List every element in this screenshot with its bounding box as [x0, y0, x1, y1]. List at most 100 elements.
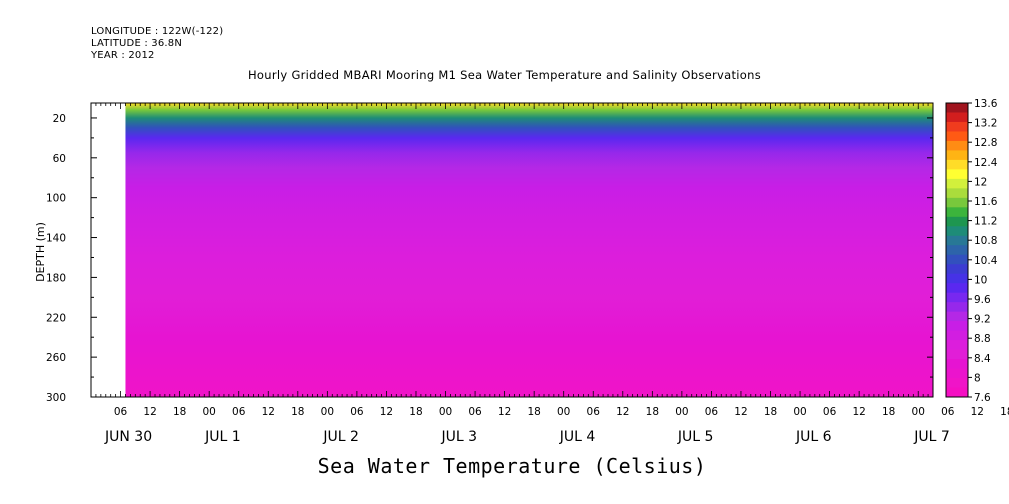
latitude-label: LATITUDE : 36.8N [91, 38, 183, 49]
colorbar-swatch [946, 159, 968, 170]
colorbar-swatch [946, 273, 968, 284]
y-tick-label: 180 [46, 272, 66, 284]
colorbar-swatch [946, 359, 968, 370]
x-hour-label: 00 [439, 406, 452, 418]
chart-title: Hourly Gridded MBARI Mooring M1 Sea Wate… [247, 68, 762, 82]
colorbar-label: 9.6 [974, 294, 991, 306]
colorbar-label: 13.6 [974, 98, 998, 110]
x-hour-label: 12 [262, 406, 275, 418]
x-hour-label: 18 [882, 406, 895, 418]
colorbar-label: 12 [974, 176, 987, 188]
x-hour-label: 06 [468, 406, 482, 418]
colorbar-label: 11.6 [974, 196, 998, 208]
colorbar-swatch [946, 169, 968, 180]
colorbar-swatch [946, 378, 968, 389]
y-tick-label: 60 [53, 153, 66, 165]
colorbar-swatch [946, 368, 968, 379]
x-day-label: JUL 3 [441, 429, 478, 445]
x-hour-label: 12 [971, 406, 984, 418]
y-tick-label: 260 [46, 352, 66, 364]
colorbar-swatch [946, 150, 968, 161]
colorbar-swatch [946, 292, 968, 303]
y-tick-label: 140 [46, 233, 66, 245]
variable-title: Sea Water Temperature (Celsius) [317, 454, 707, 478]
colorbar-label: 10.4 [974, 255, 998, 267]
colorbar-swatch [946, 387, 968, 398]
colorbar-swatch [946, 140, 968, 151]
x-hour-label: 18 [764, 406, 777, 418]
colorbar-label: 11.2 [974, 216, 997, 228]
x-hour-label: 00 [912, 406, 925, 418]
colorbar-swatch [946, 112, 968, 123]
y-axis: 20 60 100 140 180 220 260 300 [46, 113, 933, 404]
x-hour-label: 06 [941, 406, 955, 418]
x-hour-label: 12 [616, 406, 629, 418]
colorbar-label: 8 [974, 372, 981, 384]
plot-area [90, 102, 934, 398]
colorbar-swatch [946, 121, 968, 132]
y-tick-label: 220 [46, 312, 66, 324]
colorbar-swatch [946, 311, 968, 322]
x-hour-label: 00 [793, 406, 806, 418]
x-day-label: JUL 6 [795, 429, 832, 445]
colorbar-label: 10.8 [974, 235, 997, 247]
x-hour-label: 18 [173, 406, 186, 418]
y-axis-label: DEPTH (m) [34, 222, 47, 282]
plot-frame [90, 102, 934, 398]
x-hour-label: 00 [557, 406, 570, 418]
colorbar-swatch [946, 207, 968, 218]
y-tick-label: 20 [53, 113, 66, 125]
colorbar-swatch [946, 103, 968, 113]
colorbar-swatch [946, 188, 968, 199]
x-hour-label: 18 [409, 406, 422, 418]
x-hour-label: 00 [321, 406, 334, 418]
x-hour-label: 18 [1000, 406, 1009, 418]
colorbar-swatch [946, 340, 968, 351]
colorbar-swatch [946, 330, 968, 341]
colorbar-swatch [946, 254, 968, 265]
x-day-label: JUL 7 [913, 429, 950, 445]
colorbar-label: 10 [974, 274, 987, 286]
x-hour-label: 00 [675, 406, 688, 418]
x-day-label: JUL 2 [322, 429, 359, 445]
colorbar-swatch [946, 235, 968, 246]
x-hour-label: 06 [823, 406, 837, 418]
colorbar-label: 9.2 [974, 314, 991, 326]
colorbar-swatch [946, 302, 968, 313]
colorbar-swatch [946, 226, 968, 237]
colorbar-swatch [946, 197, 968, 208]
x-day-label: JUN 30 [104, 429, 152, 445]
x-hour-label: 00 [202, 406, 215, 418]
colorbar-swatch [946, 283, 968, 294]
colorbar-label: 12.8 [974, 137, 997, 149]
x-hour-label: 06 [587, 406, 601, 418]
x-hour-label: 18 [291, 406, 304, 418]
x-hour-label: 06 [705, 406, 719, 418]
x-hour-label: 18 [646, 406, 659, 418]
colorbar-swatch [946, 178, 968, 189]
y-tick-label: 300 [46, 392, 66, 404]
colorbar: 13.6 13.2 12.8 12.4 12 11.6 11.2 10.8 10.4 10 9.6 9… [945, 98, 998, 404]
colorbar-label: 8.8 [974, 333, 991, 345]
x-hour-label: 12 [498, 406, 511, 418]
colorbar-label: 8.4 [974, 353, 991, 365]
colorbar-swatch [946, 131, 968, 142]
colorbar-label: 13.2 [974, 118, 997, 130]
x-hour-label: 06 [350, 406, 364, 418]
temperature-field [125, 103, 933, 397]
year-label: YEAR : 2012 [91, 50, 155, 61]
colorbar-label: 7.6 [974, 392, 991, 404]
x-hour-label: 18 [527, 406, 540, 418]
longitude-label: LONGITUDE : 122W(-122) [91, 26, 224, 37]
x-hour-label: 12 [852, 406, 865, 418]
x-hour-label: 06 [114, 406, 128, 418]
x-hour-label: 06 [232, 406, 246, 418]
x-hour-label: 12 [143, 406, 156, 418]
x-day-label: JUL 4 [559, 429, 596, 445]
colorbar-label: 12.4 [974, 157, 998, 169]
colorbar-swatch [946, 245, 968, 256]
x-day-label: JUL 1 [204, 429, 241, 445]
colorbar-swatch [946, 321, 968, 332]
x-hour-label: 12 [734, 406, 747, 418]
